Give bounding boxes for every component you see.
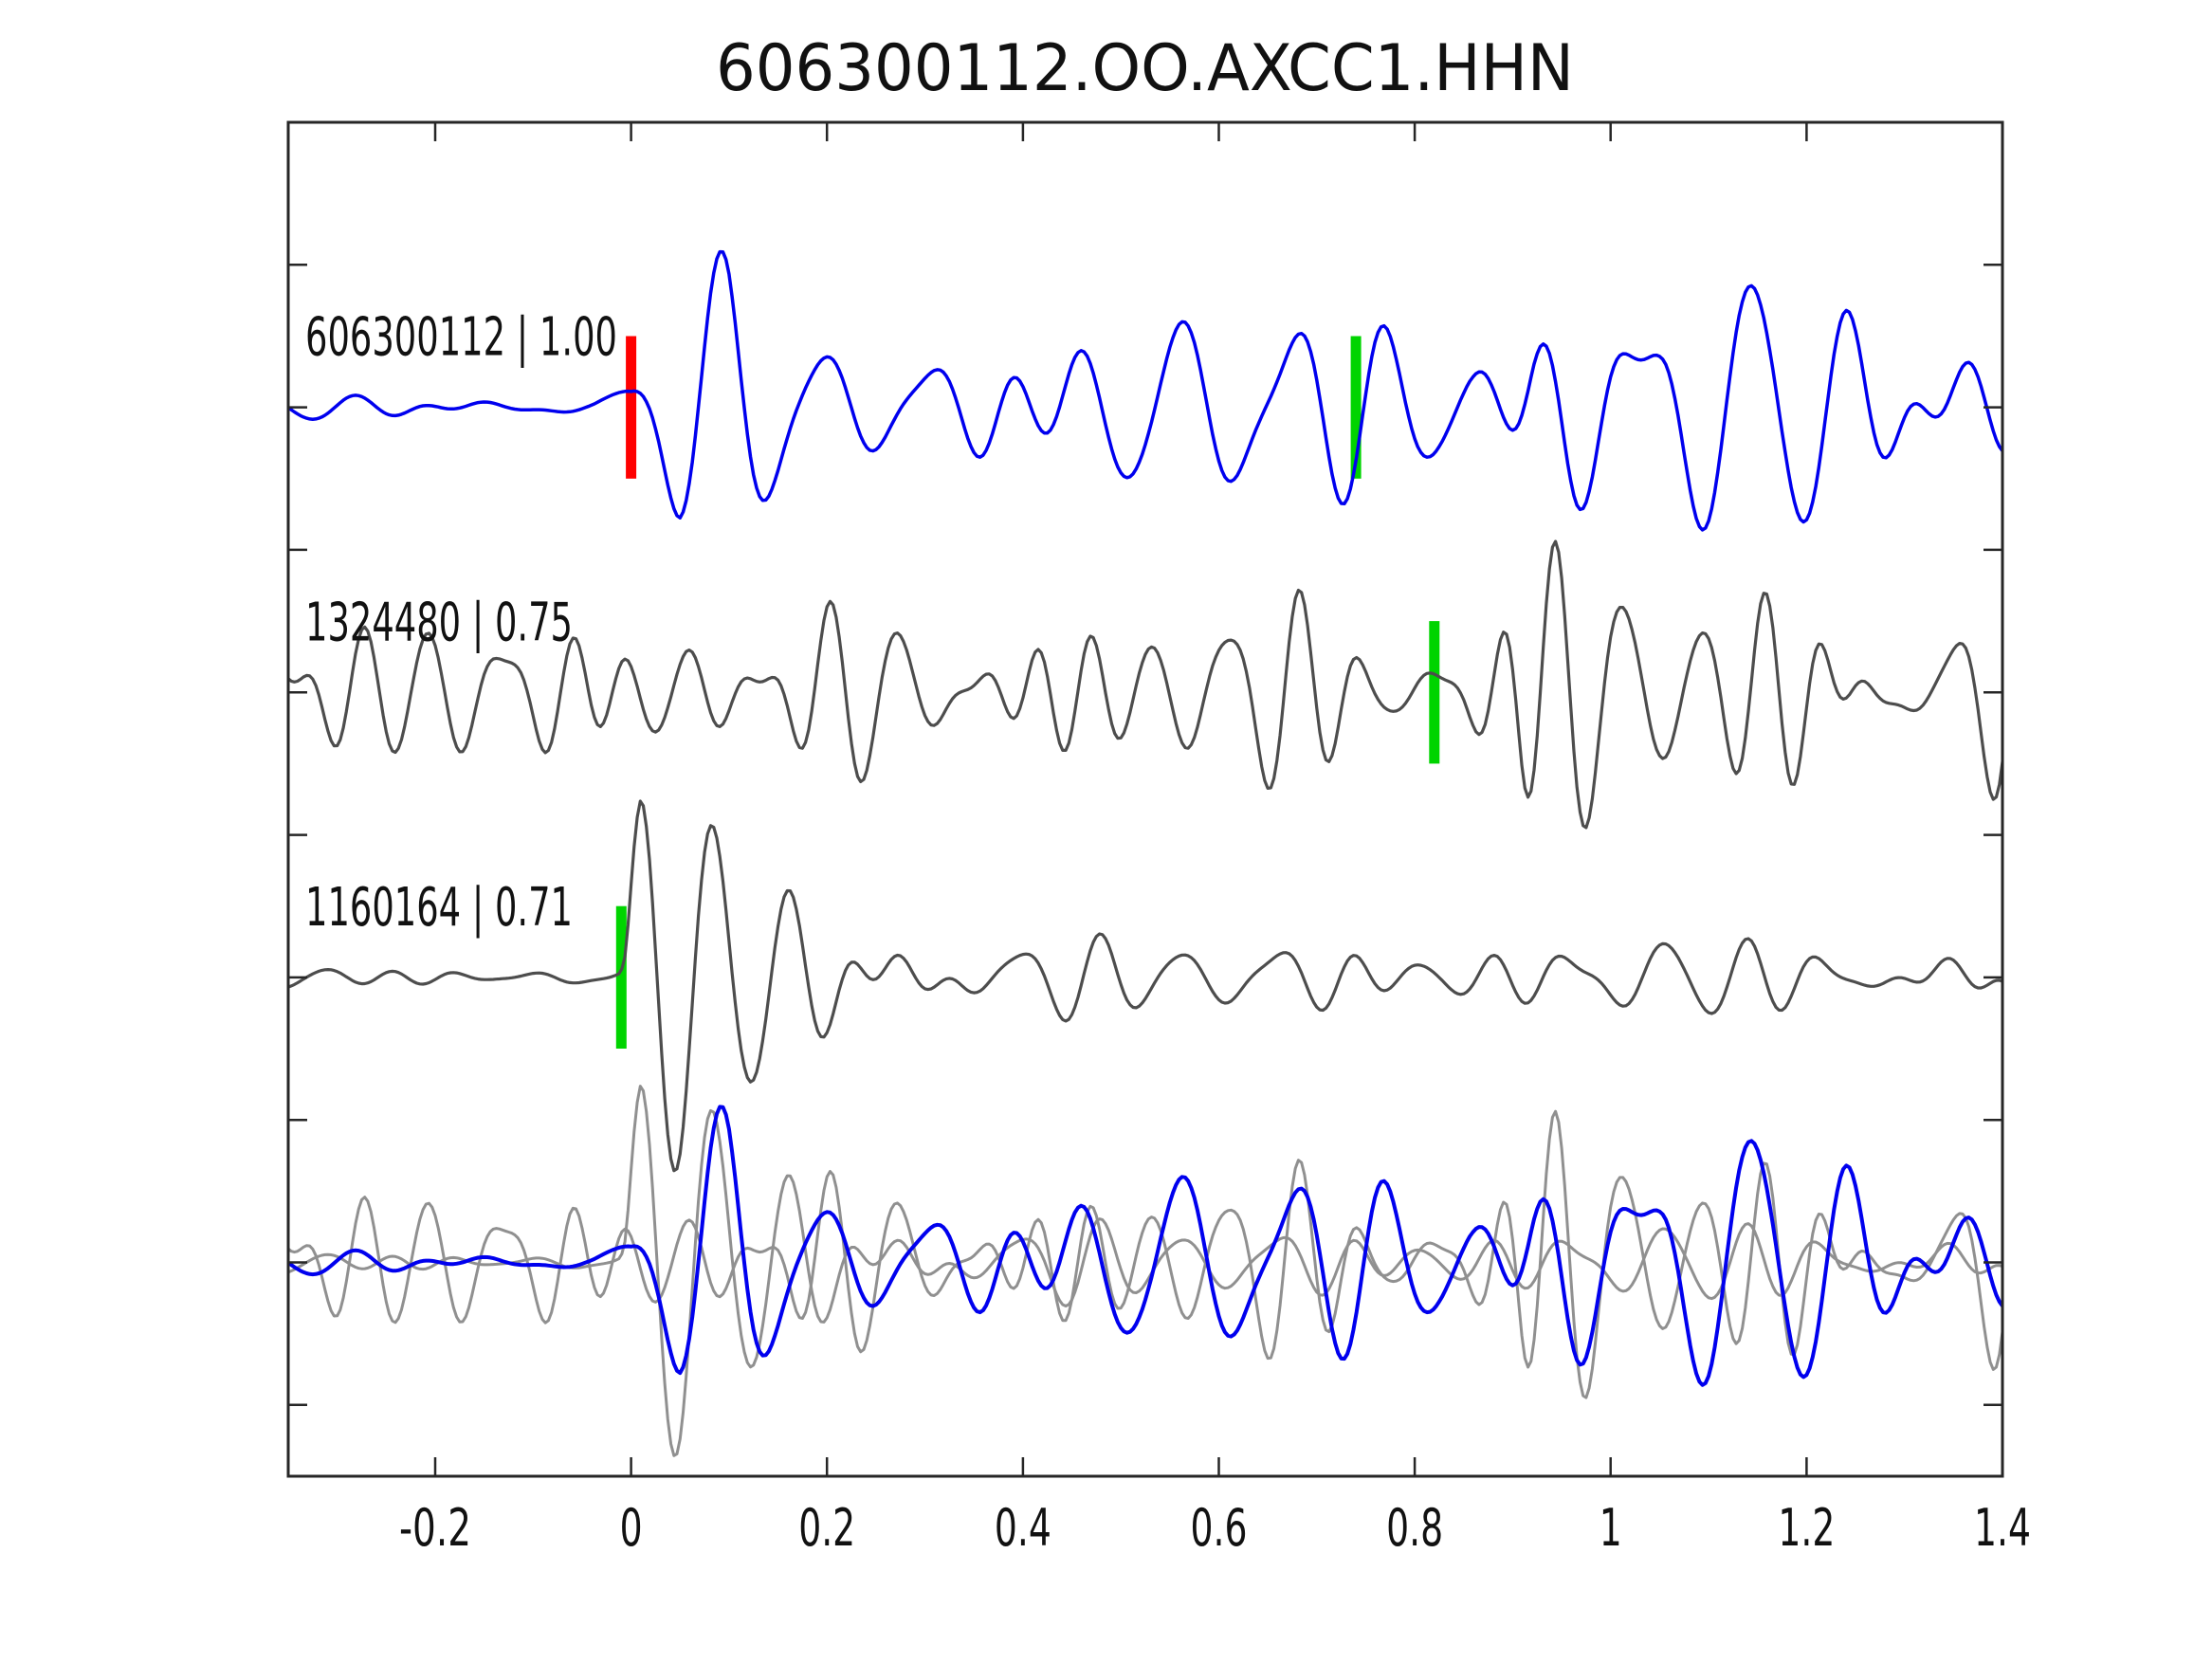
- waveform-overlay-detection-1160164: [288, 1085, 2002, 1457]
- figure-title: 606300112.OO.AXCC1.HHN: [716, 31, 1574, 106]
- waveform-detection-1324480: [288, 539, 2002, 830]
- x-tick-label: 0.2: [798, 1498, 855, 1558]
- x-tick-label: 0: [620, 1498, 643, 1558]
- x-tick-label: 1: [1600, 1498, 1622, 1558]
- x-tick-label: 1.2: [1778, 1498, 1835, 1558]
- x-tick-label: 0.8: [1386, 1498, 1443, 1558]
- x-tick-label: 1.4: [1974, 1498, 2031, 1558]
- detection-pick-marker: [615, 905, 627, 1049]
- detection-pick-marker: [1429, 621, 1440, 764]
- trace-label-detection-1160164: 1160164 | 0.71: [305, 877, 573, 939]
- plot-generated-content: -0.2 0 0.2 0.4 0.6 0.8 1 1.2 1.4 606300112 | 1.00…: [286, 120, 2031, 1558]
- x-tick-label: 0.4: [995, 1498, 1051, 1558]
- trace-label-template-606300112: 606300112 | 1.00: [305, 307, 617, 369]
- waveform-overlay-template-606300112: [288, 1105, 2002, 1387]
- waveform-detection-1160164: [288, 799, 2002, 1173]
- trace-labels: 606300112 | 1.00 1324480 | 0.75 1160164 | …: [305, 307, 617, 939]
- template-pick-marker: [626, 336, 637, 479]
- x-tick-label: -0.2: [399, 1498, 471, 1558]
- plot-frame: [286, 120, 2004, 1478]
- detection-pick-marker: [1350, 336, 1362, 479]
- waveforms: [288, 249, 2002, 1457]
- waveform-overlay-detection-1324480: [288, 1109, 2002, 1399]
- x-tick-label: 0.6: [1191, 1498, 1248, 1558]
- trace-label-detection-1324480: 1324480 | 0.75: [305, 592, 573, 653]
- axes: -0.2 0 0.2 0.4 0.6 0.8 1 1.2 1.4: [286, 120, 2031, 1558]
- waveform-template-606300112: [288, 249, 2002, 532]
- pick-markers: [615, 336, 1440, 1049]
